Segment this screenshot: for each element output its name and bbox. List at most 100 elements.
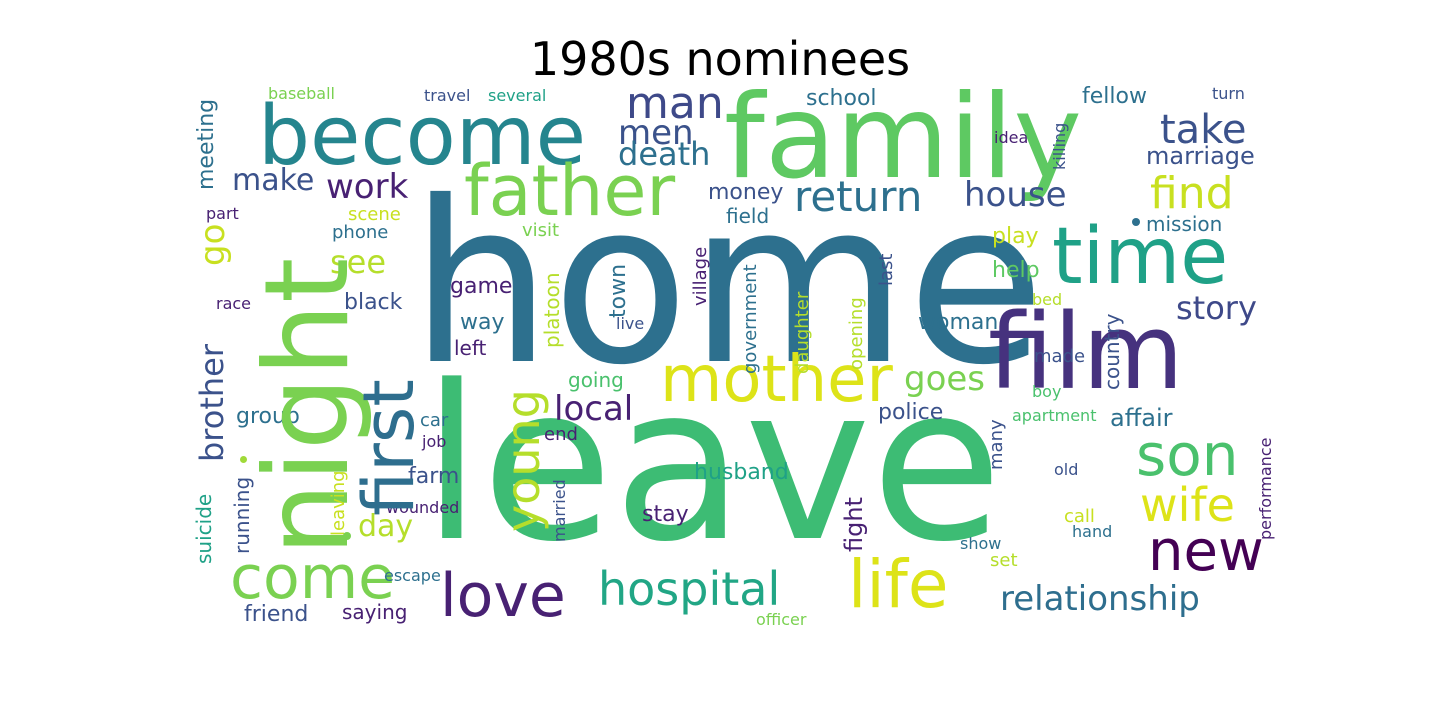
dot-mark [240, 456, 247, 463]
word-life: life [848, 546, 949, 623]
dot-mark [343, 532, 351, 540]
word-meeting: meeting [194, 98, 219, 190]
word-return: return [794, 172, 923, 221]
word-affair: affair [1110, 404, 1173, 432]
word-running: running [230, 476, 254, 554]
word-idea: idea [994, 128, 1029, 147]
word-family: family [724, 86, 1083, 205]
word-stay: stay [642, 502, 689, 527]
word-farm: farm [408, 464, 460, 489]
word-field: field [726, 204, 770, 228]
word-fellow: fellow [1082, 86, 1147, 109]
word-officer: officer [756, 610, 807, 629]
word-house: house [964, 175, 1067, 215]
word-government: government [740, 264, 761, 374]
word-town: town [606, 263, 631, 318]
word-day: day [358, 509, 414, 544]
word-part: part [206, 204, 239, 223]
word-left: left [454, 336, 487, 360]
word-country: country [1100, 313, 1124, 390]
word-come: come [230, 543, 396, 613]
word-see: see [330, 243, 387, 281]
word-money: money [708, 180, 784, 205]
word-escape: escape [384, 566, 441, 585]
word-old: old [1054, 460, 1079, 479]
word-find: find [1150, 168, 1234, 219]
word-marriage: marriage [1146, 142, 1255, 170]
word-leaving: leaving [328, 470, 349, 536]
word-boy: boy [1032, 382, 1062, 401]
word-village: village [690, 246, 711, 306]
word-call: call [1064, 506, 1095, 527]
word-performance: performance [1256, 437, 1275, 540]
word-hand: hand [1072, 522, 1113, 541]
word-several: several [488, 86, 547, 105]
word-visit: visit [522, 220, 560, 241]
word-bed: bed [1032, 290, 1063, 309]
word-home: home [410, 153, 1046, 414]
word-car: car [420, 410, 449, 431]
word-go: go [193, 223, 233, 266]
word-brother: brother [193, 343, 231, 462]
word-end: end [544, 424, 578, 445]
word-made: made [1034, 346, 1086, 367]
word-fight: fight [840, 497, 868, 552]
word-wounded: wounded [386, 498, 460, 517]
word-friend: friend [244, 602, 309, 627]
word-men: men [618, 113, 694, 153]
word-first: first [348, 379, 430, 516]
word-job: job [422, 432, 447, 451]
word-time: time [1052, 212, 1229, 302]
word-woman: woman [918, 310, 999, 335]
word-scene: scene [348, 204, 401, 225]
word-take: take [1160, 107, 1247, 153]
word-group: group [236, 404, 300, 429]
word-live: live [616, 314, 645, 333]
word-son: son [1136, 421, 1239, 489]
word-daughter: daughter [792, 291, 813, 374]
word-set: set [990, 550, 1018, 571]
word-local: local [554, 389, 634, 429]
word-suicide: suicide [192, 493, 216, 564]
word-new: new [1148, 519, 1264, 584]
dot-mark [1132, 218, 1140, 226]
word-apartment: apartment [1012, 406, 1097, 425]
word-black: black [344, 290, 403, 315]
chart-title: 1980s nominees [529, 32, 911, 86]
word-way: way [460, 310, 505, 335]
word-death: death [618, 135, 711, 173]
word-father: father [464, 150, 676, 232]
word-mother: mother [660, 343, 893, 417]
word-race: race [216, 294, 252, 313]
word-love: love [440, 561, 566, 631]
word-make: make [232, 163, 315, 198]
word-husband: husband [694, 460, 789, 485]
word-film: film [988, 291, 1184, 413]
word-goes: goes [904, 359, 986, 399]
word-school: school [806, 86, 877, 111]
word-man: man [626, 86, 724, 129]
word-platoon: platoon [540, 272, 564, 349]
word-opening: opening [846, 297, 867, 370]
word-mission: mission [1146, 212, 1223, 236]
word-going: going [568, 368, 624, 392]
word-leave: leave [422, 340, 1003, 589]
word-cloud: home leave family become film time fathe… [180, 86, 1280, 636]
word-story: story [1176, 289, 1257, 327]
word-phone: phone [332, 222, 389, 243]
word-saying: saying [342, 600, 408, 624]
word-many: many [986, 419, 1007, 470]
word-relationship: relationship [1000, 579, 1200, 619]
word-hospital: hospital [598, 562, 781, 616]
word-baseball: baseball [268, 86, 335, 103]
word-show: show [960, 534, 1002, 553]
word-help: help [992, 258, 1040, 283]
word-police: police [878, 400, 944, 425]
word-become: become [258, 89, 587, 184]
word-young: young [496, 389, 550, 532]
word-married: married [550, 479, 569, 542]
word-game: game [450, 274, 513, 299]
word-last: last [876, 253, 897, 286]
word-wife: wife [1140, 478, 1235, 532]
word-travel: travel [424, 86, 471, 105]
